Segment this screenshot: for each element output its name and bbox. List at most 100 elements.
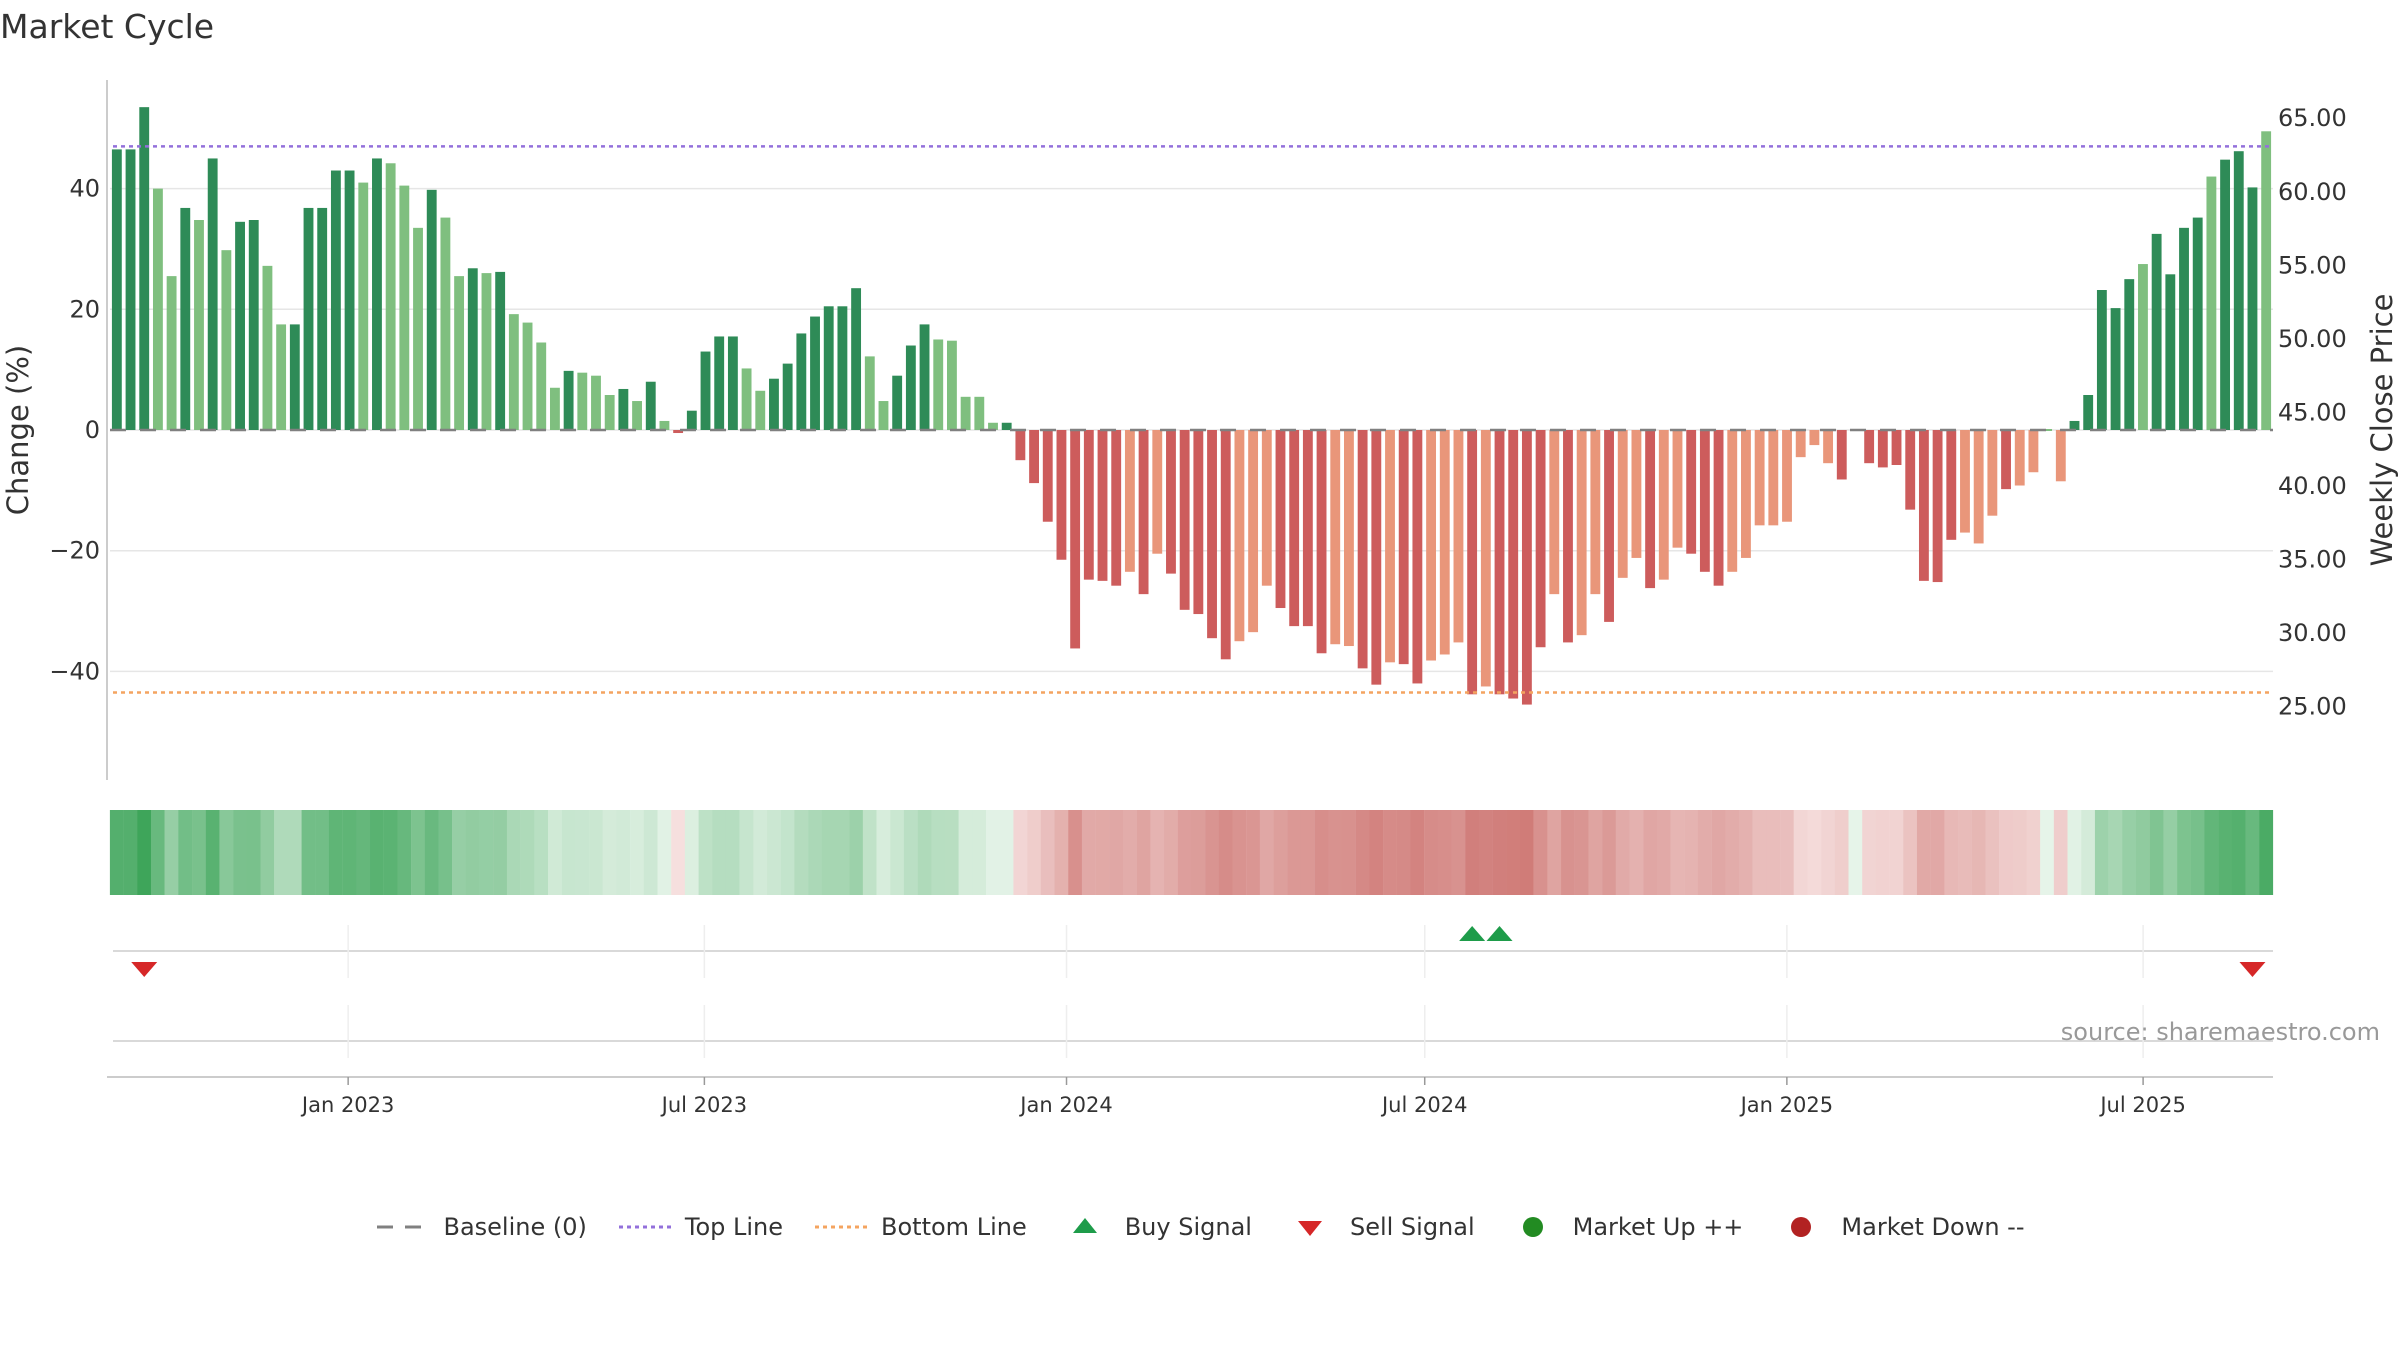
heat-cell [986,810,1000,895]
heat-cell [643,810,658,895]
y2-tick-label: 55.00 [2278,251,2347,279]
legend-item-baseline: Baseline (0) [375,1213,587,1241]
heat-cell [917,810,932,895]
bar [1138,430,1149,595]
heat-cell [1958,810,1972,895]
heat-cell [903,810,918,895]
heat-cell [424,810,439,895]
heat-cell [1150,810,1165,895]
heat-cell [1985,810,2000,895]
bar [933,339,944,430]
buy-signal-marker [1459,926,1486,941]
bar [1453,430,1464,643]
heat-cell [944,810,959,895]
heat-cell [178,810,193,895]
heat-cell [2245,810,2260,895]
bar [1508,430,1519,699]
y-axis-ticks: −40 −20 0 20 40 [49,175,100,686]
heat-cell [2231,810,2246,895]
heat-cell [1410,810,1425,895]
heat-cell [1629,810,1644,895]
heat-cell [712,810,727,895]
y2-tick-label: 65.00 [2278,104,2347,132]
bar [577,372,588,430]
bar [673,430,684,434]
y2-tick-label: 30.00 [2278,619,2347,647]
bar [645,381,656,430]
x-tick-label: Jan 2024 [1018,1093,1113,1117]
bar [221,250,232,430]
bar [1289,430,1300,627]
heat-cell [1889,810,1904,895]
bar [1891,430,1902,465]
bar [1029,430,1039,484]
heat-cell [1519,810,1534,895]
bar [1261,430,1272,586]
bar [440,217,451,430]
bar [2014,430,2025,486]
heat-cell [561,810,576,895]
bar [1234,430,1245,642]
heat-cell [1944,810,1959,895]
heat-cell [972,810,987,895]
heat-cell [1999,810,2013,895]
bar [1946,430,1957,540]
bar [1398,430,1409,665]
bar [1658,430,1669,580]
x-tick-label: Jul 2023 [660,1093,747,1117]
source-label: source: sharemaestro.com [2061,1018,2380,1046]
bar [1576,430,1587,636]
heat-cell [671,810,686,895]
bar [454,276,465,430]
bar [2261,131,2272,431]
heat-cell [2012,810,2027,895]
bar [111,149,122,430]
bar [1467,430,1478,695]
heat-cell [1369,810,1384,895]
bar [289,324,300,430]
heat-cell [1191,810,1206,895]
heat-cell [2190,810,2205,895]
heat-cell [1273,810,1288,895]
bar [207,158,218,430]
heat-cell [274,810,289,895]
heat-cell [233,810,247,895]
chart-title: Market Cycle [0,7,214,46]
bar [837,306,848,430]
bar [399,185,410,430]
heat-cell [1506,810,1521,895]
x-tick-label: Jan 2025 [1739,1093,1834,1117]
bar [2247,187,2258,430]
heat-cell [520,810,535,895]
bar [632,401,642,430]
heat-cell [109,810,124,895]
bar [960,396,971,430]
heat-cell [164,810,179,895]
bar [1097,430,1108,581]
bar [495,271,506,430]
bar [1809,430,1820,446]
heat-cell [616,810,631,895]
bar [2179,227,2189,430]
heat-cell [1095,810,1110,895]
heat-cell [767,810,781,895]
heat-cell [192,810,206,895]
bar [1193,430,1204,615]
legend-label-baseline: Baseline (0) [443,1213,587,1241]
bar [1179,430,1190,610]
buy-signal-marker [1486,926,1513,941]
heat-cell [1465,810,1480,895]
heat-cell [1574,810,1589,895]
bar [1426,430,1437,661]
bar [2165,274,2176,430]
bar [1111,430,1122,586]
y-axis-label: Change (%) [1,345,35,515]
heat-cell [931,810,946,895]
heat-cell [780,810,795,895]
x-axis: Jan 2023 Jul 2023 Jan 2024 Jul 2024 Jan 2025… [107,1076,2273,1117]
heat-cell [684,810,699,895]
heat-cell [2067,810,2082,895]
heat-cell [506,810,521,895]
legend: Baseline (0) Top Line Bottom Line Buy Si… [0,1205,2400,1249]
